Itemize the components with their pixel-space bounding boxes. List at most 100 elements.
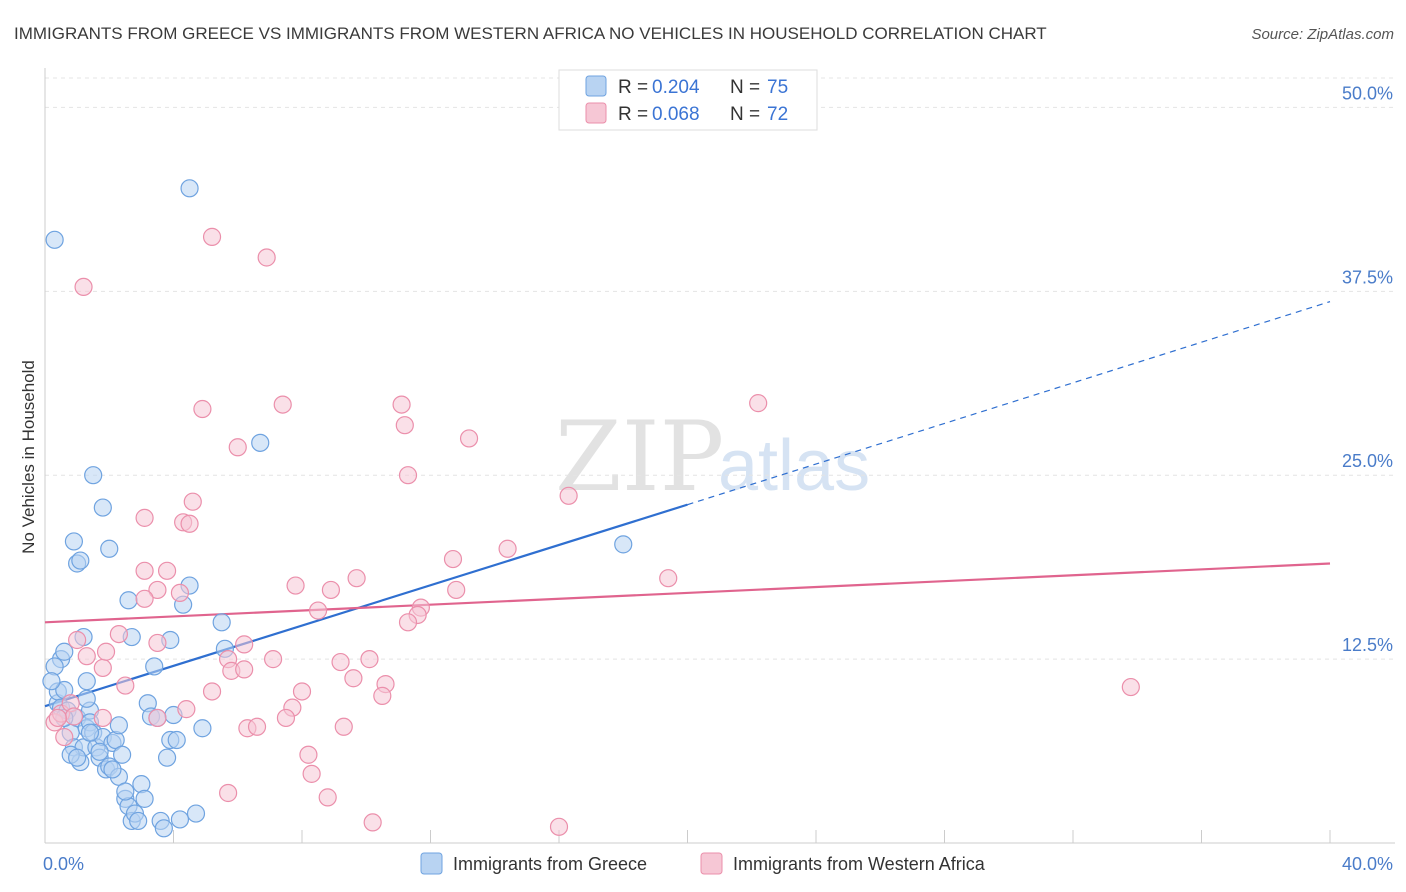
data-point bbox=[202, 227, 222, 246]
data-point bbox=[398, 466, 418, 485]
data-point bbox=[263, 650, 283, 669]
data-point bbox=[135, 789, 154, 808]
data-point bbox=[1121, 677, 1140, 697]
svg-text:ZIP: ZIP bbox=[555, 401, 724, 513]
data-point bbox=[77, 689, 96, 708]
data-point bbox=[749, 394, 768, 413]
legend-r-label-western-africa: R = bbox=[618, 104, 648, 125]
data-point bbox=[202, 682, 222, 701]
data-point bbox=[331, 652, 350, 672]
bottom-legend-label-greece: Immigrants from Greece bbox=[453, 854, 647, 874]
data-point bbox=[74, 277, 93, 297]
trend-line-extension-greece bbox=[687, 301, 1331, 506]
bottom-legend-label-western-africa: Immigrants from Western Africa bbox=[733, 854, 986, 874]
data-point bbox=[64, 532, 84, 551]
data-point bbox=[119, 591, 138, 610]
data-point bbox=[96, 642, 116, 661]
data-point bbox=[132, 775, 151, 794]
y-tick-label: 37.5% bbox=[1342, 267, 1393, 287]
data-point bbox=[251, 433, 270, 452]
y-tick-label: 50.0% bbox=[1342, 83, 1393, 103]
data-point bbox=[170, 583, 190, 603]
gridlines: 12.5% 25.0% 37.5% 50.0% bbox=[45, 77, 1395, 660]
data-point bbox=[180, 514, 199, 533]
data-point bbox=[77, 647, 96, 666]
data-point bbox=[77, 672, 96, 691]
data-point bbox=[344, 669, 363, 688]
data-point bbox=[148, 633, 167, 653]
bottom-legend: Immigrants from Greece Immigrants from W… bbox=[420, 852, 986, 875]
data-point bbox=[292, 682, 312, 701]
data-point bbox=[257, 248, 276, 267]
legend-r-value-western-africa: 0.068 bbox=[652, 104, 700, 125]
bottom-legend-swatch-greece bbox=[420, 852, 443, 875]
data-point bbox=[276, 708, 296, 728]
data-point bbox=[135, 508, 154, 527]
chart-title: IMMIGRANTS FROM GREECE VS IMMIGRANTS FRO… bbox=[14, 24, 1047, 43]
data-point bbox=[235, 635, 254, 654]
legend-n-label-western-africa: N = bbox=[730, 104, 760, 125]
data-point bbox=[334, 717, 353, 736]
data-point bbox=[45, 657, 64, 676]
data-point bbox=[84, 466, 103, 485]
data-point bbox=[360, 650, 379, 669]
data-point bbox=[299, 745, 318, 764]
data-point bbox=[347, 569, 366, 588]
x-tick-label: 0.0% bbox=[43, 854, 84, 874]
data-point bbox=[167, 730, 186, 750]
data-point bbox=[273, 395, 292, 414]
data-point bbox=[109, 716, 128, 735]
data-point bbox=[302, 764, 321, 783]
data-point bbox=[321, 580, 341, 600]
svg-text:atlas: atlas bbox=[718, 426, 870, 506]
data-point bbox=[100, 539, 119, 558]
y-axis-label: No Vehicles in Household bbox=[19, 360, 38, 554]
data-point bbox=[498, 539, 517, 558]
data-point bbox=[135, 589, 154, 608]
data-point bbox=[103, 760, 122, 779]
data-point bbox=[71, 551, 90, 570]
data-point bbox=[373, 686, 392, 705]
data-point bbox=[93, 658, 112, 678]
series-greece bbox=[42, 179, 633, 838]
data-point bbox=[55, 727, 74, 747]
data-point bbox=[318, 788, 337, 807]
bottom-legend-swatch-western-africa bbox=[700, 852, 723, 875]
data-point bbox=[363, 813, 382, 832]
data-point bbox=[68, 748, 87, 767]
data-point bbox=[129, 811, 148, 831]
data-point bbox=[80, 723, 100, 742]
data-point bbox=[392, 395, 411, 414]
legend-n-value-greece: 75 bbox=[767, 77, 788, 98]
data-point bbox=[116, 782, 135, 801]
data-point bbox=[93, 498, 112, 517]
data-point bbox=[116, 676, 135, 695]
data-point bbox=[308, 601, 328, 620]
y-tick-label: 12.5% bbox=[1342, 635, 1393, 655]
data-point bbox=[55, 642, 74, 661]
data-point bbox=[247, 717, 267, 736]
legend-r-label-greece: R = bbox=[618, 77, 648, 98]
legend-n-value-western-africa: 72 bbox=[767, 104, 788, 125]
data-point bbox=[45, 230, 64, 249]
data-point bbox=[154, 819, 173, 838]
data-point bbox=[109, 624, 128, 644]
legend-r-value-greece: 0.204 bbox=[652, 77, 700, 98]
data-point bbox=[443, 549, 463, 569]
data-point bbox=[228, 438, 247, 457]
axes: 0.0% 40.0% bbox=[43, 68, 1395, 874]
data-point bbox=[549, 817, 569, 836]
data-point bbox=[193, 399, 212, 419]
x-tick-label: 40.0% bbox=[1342, 854, 1393, 874]
data-point bbox=[177, 700, 196, 719]
y-tick-label: 25.0% bbox=[1342, 451, 1393, 471]
series-western-africa bbox=[45, 227, 1140, 836]
data-point bbox=[659, 569, 678, 588]
legend-swatch-western-africa bbox=[585, 102, 607, 124]
data-point bbox=[186, 804, 206, 823]
data-point bbox=[286, 576, 305, 595]
data-point bbox=[148, 708, 167, 728]
data-point bbox=[193, 719, 212, 738]
data-point bbox=[559, 486, 578, 505]
